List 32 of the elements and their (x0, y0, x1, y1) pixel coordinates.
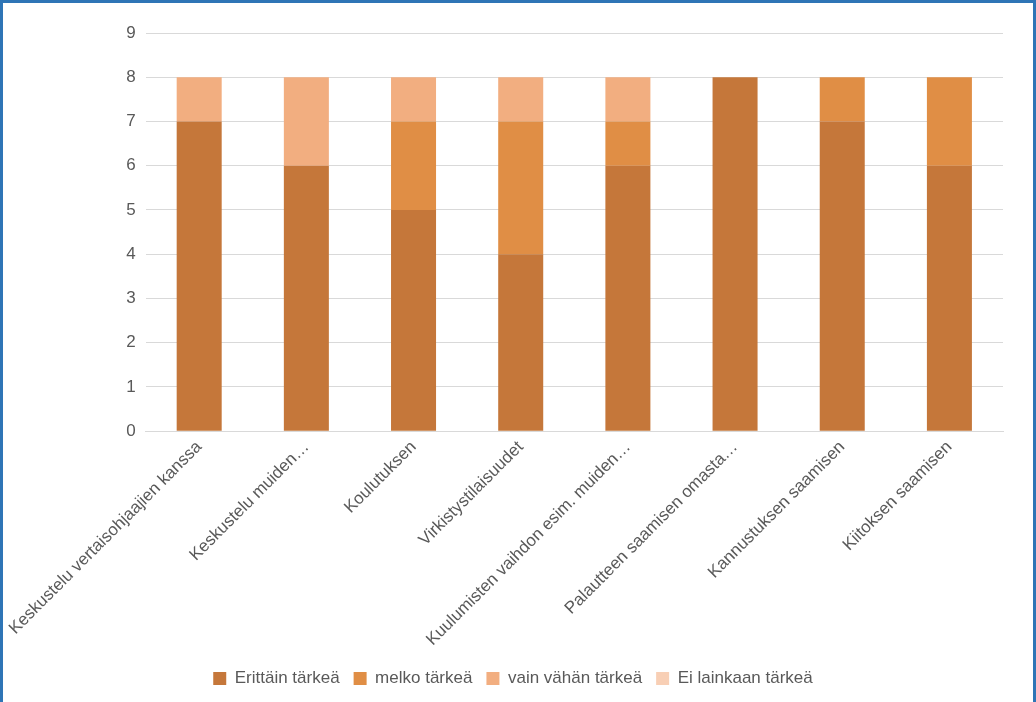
legend-label: vain vähän tärkeä (507, 668, 643, 688)
y-tick-label: 5 (126, 199, 136, 219)
legend-label: melko tärkeä (375, 668, 473, 688)
bar (283, 77, 329, 166)
bar (176, 77, 222, 122)
bar (283, 165, 329, 431)
y-tick-label: 7 (126, 111, 136, 131)
y-tick-label: 9 (126, 22, 136, 42)
bar (498, 121, 544, 255)
legend-label: Erittäin tärkeä (234, 668, 341, 688)
bar (605, 165, 651, 431)
bar (926, 165, 972, 431)
bar (819, 77, 865, 122)
bar (712, 77, 758, 431)
bar (391, 209, 437, 431)
y-tick-label: 1 (126, 376, 136, 396)
bar (819, 121, 865, 431)
bar (176, 121, 222, 431)
y-tick-label: 0 (126, 420, 136, 440)
bar (605, 77, 651, 122)
bar (391, 77, 437, 122)
y-tick-label: 3 (126, 288, 136, 308)
bar (498, 254, 544, 431)
y-tick-label: 2 (126, 332, 136, 352)
y-tick-label: 4 (126, 243, 136, 263)
y-tick-label: 8 (126, 66, 136, 86)
y-tick-label: 6 (126, 155, 136, 175)
bar (391, 121, 437, 210)
bar (605, 121, 651, 166)
bar (498, 77, 544, 122)
bar (926, 77, 972, 166)
legend-label: Ei lainkaan tärkeä (677, 668, 814, 688)
